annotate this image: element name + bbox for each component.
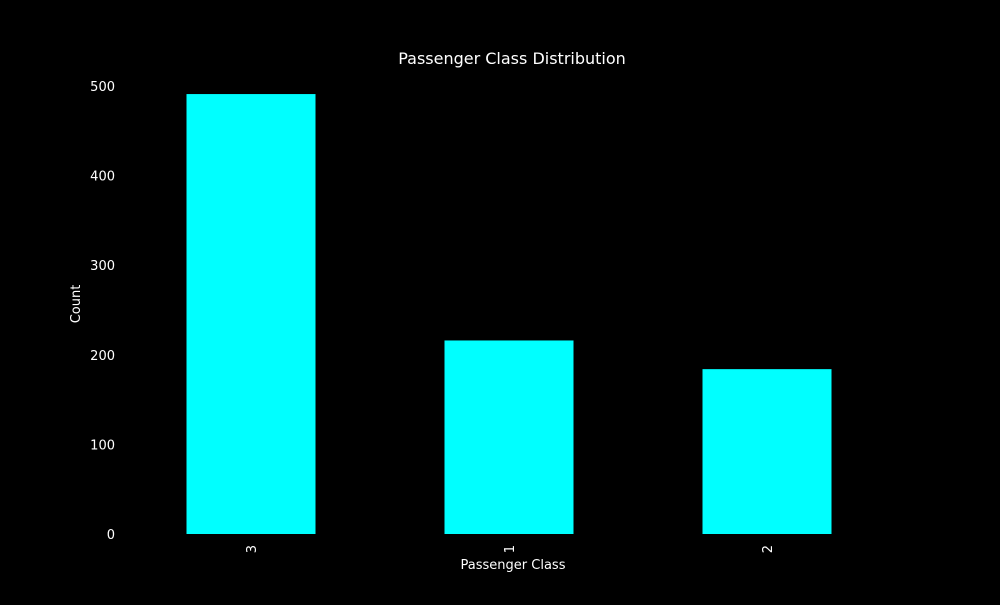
bar-class-3 <box>186 94 316 535</box>
y-axis-ticks: 0 100 200 300 400 500 <box>90 80 115 543</box>
y-tick-label: 100 <box>90 438 115 453</box>
y-axis-label: Count <box>69 285 84 324</box>
x-tick-label: 1 <box>503 545 518 553</box>
bars-group <box>186 94 832 535</box>
y-tick-label: 0 <box>107 528 115 543</box>
x-axis-label: Passenger Class <box>461 558 566 573</box>
y-tick-label: 400 <box>90 170 115 185</box>
x-tick-label: 2 <box>761 545 776 553</box>
bar-class-1 <box>444 340 574 534</box>
bar-class-2 <box>702 369 832 534</box>
x-tick-label: 3 <box>245 545 260 553</box>
y-tick-label: 200 <box>90 349 115 364</box>
y-tick-label: 300 <box>90 259 115 274</box>
chart-title: Passenger Class Distribution <box>398 49 626 68</box>
y-tick-label: 500 <box>90 80 115 95</box>
x-axis-ticks: 3 1 2 <box>245 545 776 553</box>
